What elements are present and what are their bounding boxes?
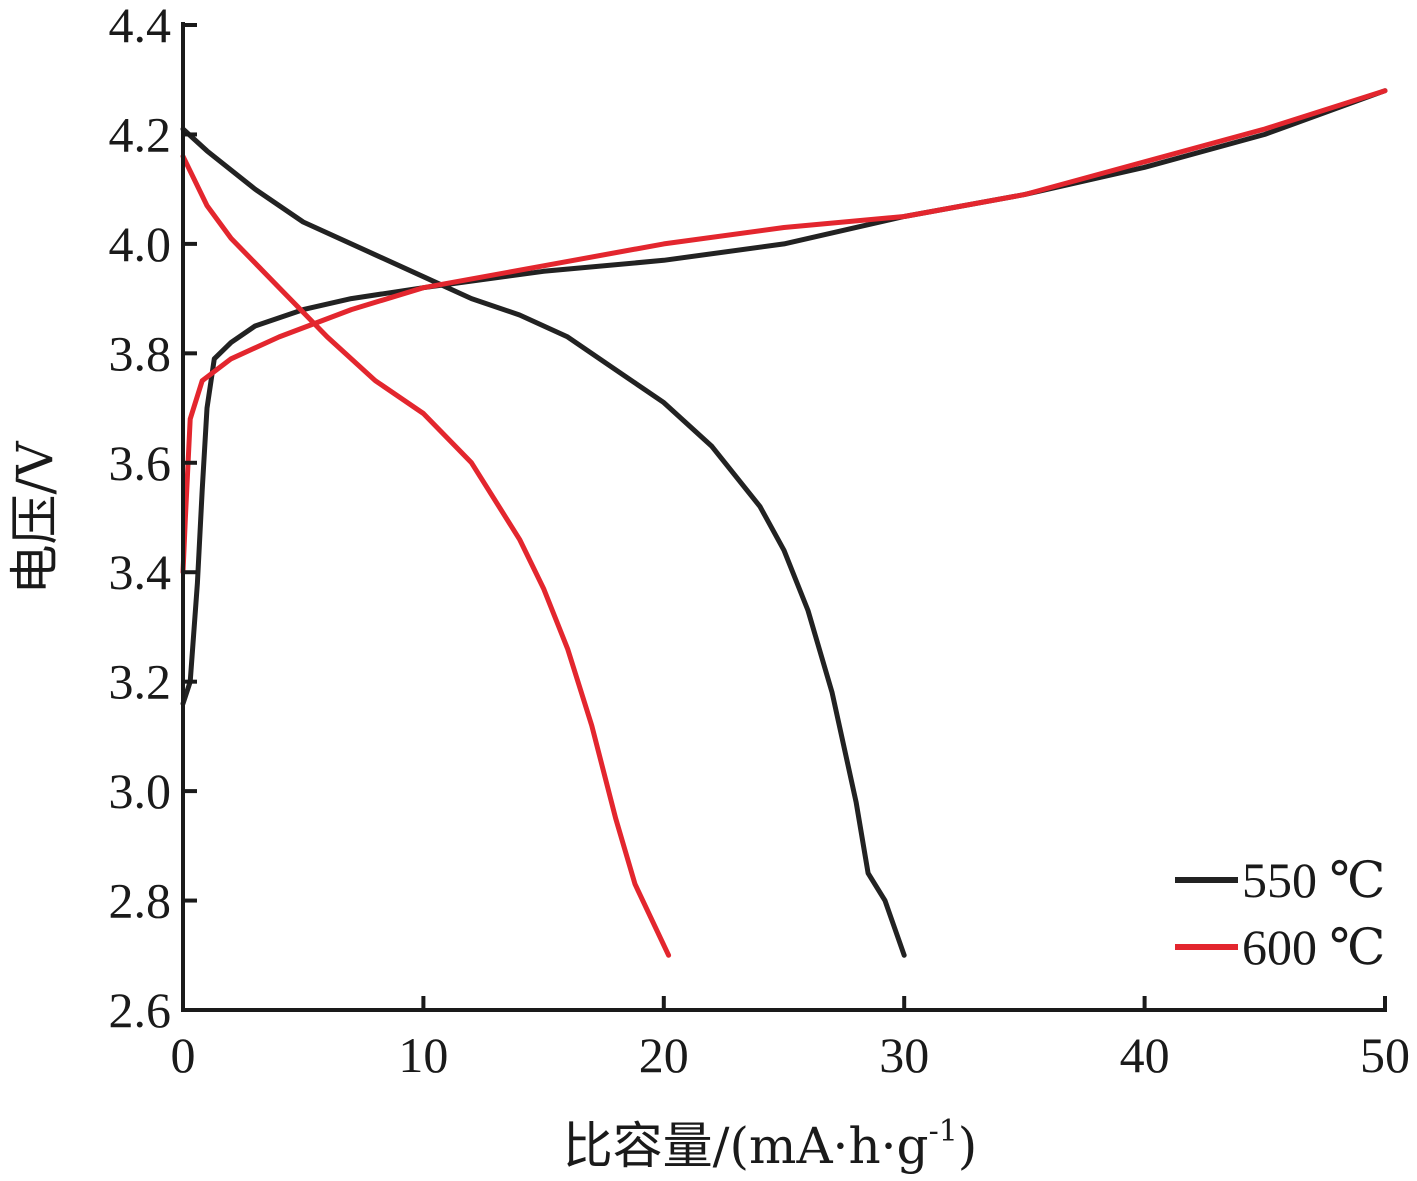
x-tick-label: 50 <box>1360 1027 1410 1083</box>
y-tick-label: 3.6 <box>109 435 172 491</box>
legend: 550 ℃ 600 ℃ <box>1175 852 1385 975</box>
y-tick-label: 3.0 <box>109 763 172 819</box>
y-tick-label: 4.0 <box>109 216 172 272</box>
x-tick-label: 0 <box>171 1027 196 1083</box>
y-tick-label: 3.8 <box>109 325 172 381</box>
y-tick-label: 2.6 <box>109 982 172 1038</box>
x-axis-title: 比容量/(mA·h·g-1) <box>563 1114 978 1175</box>
x-tick-label: 10 <box>398 1027 448 1083</box>
y-tick-label: 3.2 <box>109 654 172 710</box>
plot-area: 0 10 20 30 40 50 2.6 2.8 3.0 3.2 3.4 3.6 3.8 4.0 4.2 4… <box>109 0 1411 1083</box>
y-tick-label: 4.2 <box>109 106 172 162</box>
x-tick-label: 40 <box>1120 1027 1170 1083</box>
series-1-line-0 <box>180 88 1388 575</box>
series-1-line-1 <box>180 153 672 958</box>
y-tick-label: 2.8 <box>109 873 172 929</box>
legend-label-0: 550 ℃ <box>1242 852 1385 908</box>
x-axis-title-main: 比容量/(mA·h·g <box>563 1117 929 1175</box>
y-tick-label: 4.4 <box>109 0 172 53</box>
y-ticks: 2.6 2.8 3.0 3.2 3.4 3.6 3.8 4.0 4.2 4.4 <box>109 0 197 1038</box>
series-layer <box>180 88 1388 958</box>
x-axis-title-superscript: -1 <box>929 1114 958 1149</box>
x-tick-label: 30 <box>879 1027 929 1083</box>
x-tick-label: 20 <box>639 1027 689 1083</box>
y-axis-title: 电压/V <box>6 441 64 595</box>
legend-label-1: 600 ℃ <box>1242 919 1385 975</box>
y-tick-label: 3.4 <box>109 544 172 600</box>
series-0-line-0 <box>180 88 1388 707</box>
x-axis-title-close: ) <box>958 1117 978 1175</box>
x-ticks: 0 10 20 30 40 50 <box>171 996 1410 1083</box>
series-0-line-1 <box>180 126 907 958</box>
